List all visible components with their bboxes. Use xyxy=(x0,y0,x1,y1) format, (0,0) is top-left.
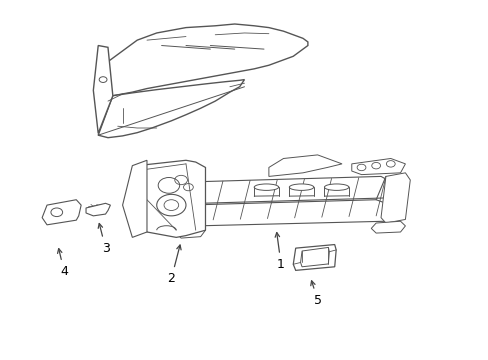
Polygon shape xyxy=(380,173,409,223)
Text: 5: 5 xyxy=(310,281,321,307)
Polygon shape xyxy=(370,221,405,233)
Polygon shape xyxy=(293,244,335,270)
Text: 1: 1 xyxy=(275,233,285,271)
Polygon shape xyxy=(93,45,113,134)
Polygon shape xyxy=(42,200,81,225)
Ellipse shape xyxy=(324,184,348,190)
Text: 2: 2 xyxy=(167,245,181,285)
Polygon shape xyxy=(98,24,307,96)
Polygon shape xyxy=(190,176,390,203)
Polygon shape xyxy=(268,155,341,176)
Polygon shape xyxy=(176,226,205,238)
Text: 4: 4 xyxy=(58,249,68,278)
Ellipse shape xyxy=(254,184,278,190)
Polygon shape xyxy=(122,160,147,237)
Polygon shape xyxy=(132,160,205,237)
Text: 3: 3 xyxy=(98,224,109,255)
Polygon shape xyxy=(181,200,390,226)
Ellipse shape xyxy=(289,184,313,190)
Polygon shape xyxy=(300,247,329,267)
Polygon shape xyxy=(86,203,110,216)
Polygon shape xyxy=(351,158,405,175)
Polygon shape xyxy=(98,80,244,138)
